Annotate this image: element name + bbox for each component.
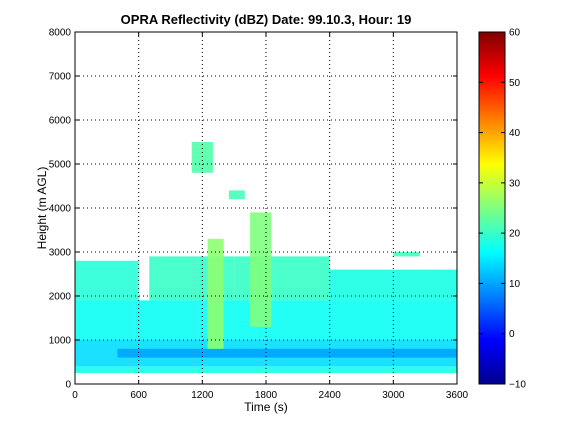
colorbar-tick-label: 10 [509, 279, 521, 290]
y-tick-label: 2000 [49, 292, 72, 303]
colorbar-tick-label: 40 [509, 128, 521, 139]
echo-region-11 [228, 190, 245, 200]
colorbar [478, 31, 506, 385]
colorbar-tick-label: 0 [509, 329, 515, 340]
x-tick-label: 0 [72, 390, 78, 401]
x-tick-label: 1800 [255, 390, 278, 401]
colorbar-tick-label: −10 [509, 380, 526, 391]
echo-region-10 [191, 142, 213, 173]
echo-region-9 [250, 212, 272, 327]
colorbar-ticks: −10 0 10 20 30 40 50 60 [479, 28, 526, 391]
x-tick-label: 3600 [446, 390, 469, 401]
y-axis-ticks: 0 1000 2000 3000 4000 5000 6000 7000 8000 [49, 28, 457, 391]
echo-region-2 [117, 348, 457, 358]
chart-title: OPRA Reflectivity (dBZ) Date: 99.10.3, H… [121, 12, 412, 27]
echo-region-12 [393, 252, 420, 257]
y-tick-label: 7000 [49, 72, 72, 83]
colorbar-tick-label: 30 [509, 178, 521, 189]
colorbar-tick-label: 20 [509, 229, 521, 240]
x-axis-ticks: 0 600 1200 1800 2400 3000 3600 [72, 32, 469, 401]
y-tick-label: 3000 [49, 248, 72, 259]
x-tick-label: 600 [130, 390, 147, 401]
x-tick-label: 1200 [191, 390, 214, 401]
y-tick-label: 5000 [49, 160, 72, 171]
echo-region-4 [75, 260, 139, 301]
y-tick-label: 0 [65, 380, 71, 391]
x-axis-label: Time (s) [244, 400, 288, 414]
x-tick-label: 2400 [319, 390, 342, 401]
y-tick-label: 6000 [49, 116, 72, 127]
y-axis-label: Height (m AGL) [35, 167, 49, 250]
echo-region-0 [75, 366, 457, 373]
y-tick-label: 1000 [49, 336, 72, 347]
colorbar-tick-label: 50 [509, 78, 521, 89]
x-tick-label: 3000 [382, 390, 405, 401]
echo-region-8 [207, 238, 224, 349]
colorbar-tick-label: 60 [509, 28, 521, 39]
y-tick-label: 4000 [49, 204, 72, 215]
grid [75, 32, 457, 384]
echo-region-6 [234, 256, 330, 301]
y-tick-label: 8000 [49, 28, 72, 39]
